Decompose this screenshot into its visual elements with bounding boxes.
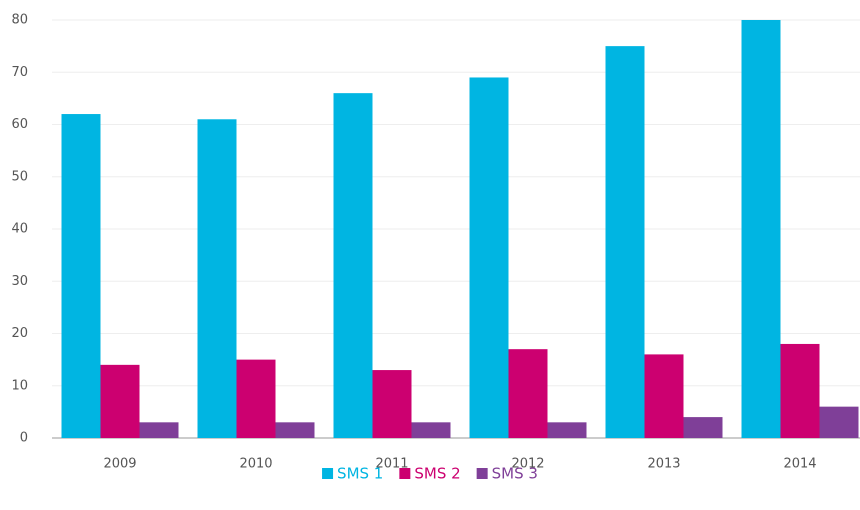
bar [547, 422, 587, 438]
bar [372, 370, 412, 438]
y-tick-label: 40 [11, 222, 28, 237]
y-tick-label: 70 [11, 65, 28, 80]
y-tick-label: 30 [11, 274, 28, 289]
legend-label: SMS 2 [414, 465, 460, 483]
x-tick-label: 2009 [103, 457, 136, 472]
bar [780, 343, 820, 438]
bar [333, 93, 373, 439]
y-tick-label: 20 [11, 326, 28, 341]
y-tick-label: 80 [11, 13, 28, 28]
y-tick-label: 60 [11, 117, 28, 132]
x-tick-label: 2011 [375, 457, 408, 472]
x-tick-label: 2013 [647, 457, 680, 472]
bar [139, 422, 179, 438]
bar [275, 422, 315, 438]
bar [508, 349, 548, 438]
y-tick-label: 50 [11, 169, 28, 184]
bar [197, 119, 237, 439]
legend-label: SMS 3 [492, 465, 538, 483]
bar [819, 406, 859, 438]
legend-swatch [476, 468, 488, 479]
x-tick-label: 2012 [511, 457, 544, 472]
bar [411, 422, 451, 438]
x-tick-label: 2010 [239, 457, 272, 472]
legend-swatch [322, 468, 334, 479]
bar [683, 417, 723, 438]
legend-label: SMS 1 [337, 465, 383, 483]
bar [741, 20, 781, 438]
x-tick-label: 2014 [783, 457, 816, 472]
bar [469, 77, 509, 438]
y-tick-label: 0 [20, 431, 28, 446]
bar [644, 354, 684, 438]
bar [605, 46, 645, 438]
legend-swatch [399, 468, 411, 479]
bar [61, 114, 101, 439]
bar [100, 364, 140, 438]
bar [236, 359, 276, 438]
legend: SMS 1 SMS 2 SMS 3 [322, 465, 538, 483]
y-tick-label: 10 [11, 378, 28, 393]
